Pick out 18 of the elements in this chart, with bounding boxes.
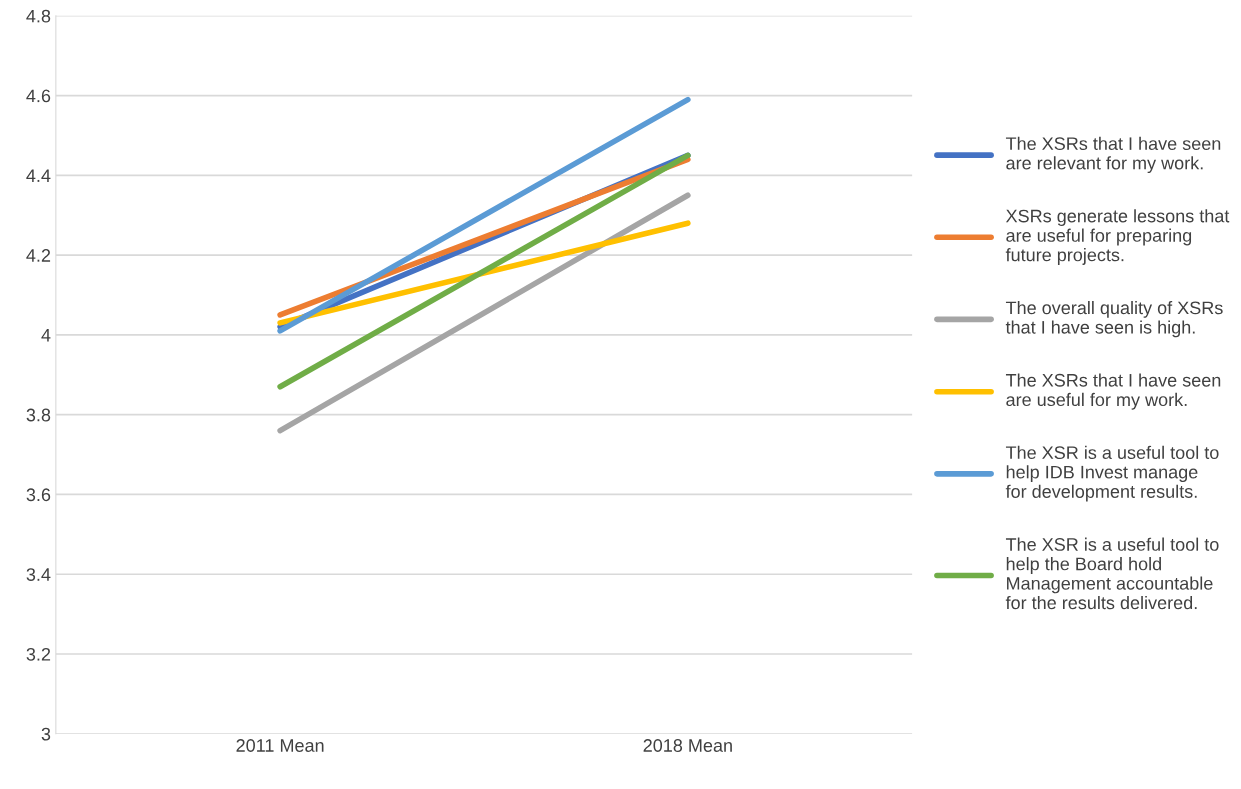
y-tick-label: 3.4 <box>26 568 51 581</box>
y-tick-label: 3.2 <box>26 647 51 661</box>
y-tick-label: 4.6 <box>26 89 51 103</box>
legend-label: The XSR is a useful tool to help the Board hold Management accountable for the results delivered. <box>1005 537 1219 610</box>
y-tick-label: 4.4 <box>26 169 51 182</box>
y-tick-label: 4.2 <box>26 249 51 262</box>
legend-label: XSRs generate lessons that are useful for preparing future projects. <box>1005 209 1230 265</box>
legend-label: The overall quality of XSRs that I have seen is high. <box>1005 300 1223 338</box>
y-tick-label: 3 <box>41 727 51 741</box>
legend-label: The XSR is a useful tool to help IDB Invest manage for development results. <box>1005 445 1219 502</box>
legend-label: The XSRs that I have seen are useful for my work. <box>1005 373 1221 410</box>
y-tick-label: 4 <box>41 329 51 342</box>
x-tick-label: 2011 Mean <box>236 739 324 752</box>
y-tick-label: 3.6 <box>26 488 51 502</box>
x-tick-label: 2018 Mean <box>643 739 732 752</box>
legend-label: The XSRs that I have seen are relevant for my work. <box>1005 136 1221 174</box>
y-tick-label: 3.8 <box>26 408 51 422</box>
y-tick-label: 4.8 <box>26 9 51 23</box>
